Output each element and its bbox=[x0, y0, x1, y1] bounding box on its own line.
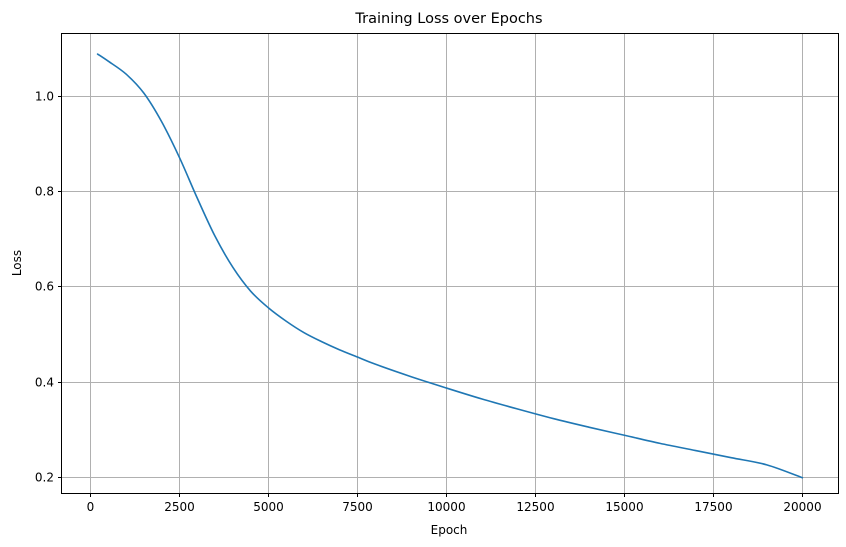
x-tick-label: 15000 bbox=[605, 500, 643, 514]
plot-frame bbox=[61, 33, 839, 494]
y-axis: 0.2 0.4 0.6 0.8 1.0 bbox=[35, 90, 62, 485]
grid bbox=[62, 34, 838, 493]
y-tick-label: 0.6 bbox=[35, 280, 54, 294]
x-axis: 0 2500 5000 7500 10000 12500 15000 17500 20000 bbox=[87, 493, 822, 514]
y-axis-label: Loss bbox=[10, 250, 24, 276]
y-tick-label: 0.2 bbox=[35, 471, 54, 485]
series-layer bbox=[96, 53, 804, 479]
x-tick-label: 17500 bbox=[694, 500, 732, 514]
x-tick-label: 20000 bbox=[783, 500, 821, 514]
x-axis-label: Epoch bbox=[431, 523, 468, 537]
chart-title: Training Loss over Epochs bbox=[354, 11, 542, 27]
x-tick-label: 10000 bbox=[427, 500, 465, 514]
x-tick-label: 5000 bbox=[253, 500, 284, 514]
x-tick-label: 0 bbox=[87, 500, 95, 514]
y-tick-label: 0.8 bbox=[35, 185, 54, 199]
x-tick-label: 12500 bbox=[516, 500, 554, 514]
x-tick-label: 2500 bbox=[164, 500, 195, 514]
loss-line bbox=[96, 53, 804, 479]
y-tick-label: 1.0 bbox=[35, 90, 54, 104]
y-tick-label: 0.4 bbox=[35, 376, 54, 390]
x-tick-label: 7500 bbox=[342, 500, 373, 514]
